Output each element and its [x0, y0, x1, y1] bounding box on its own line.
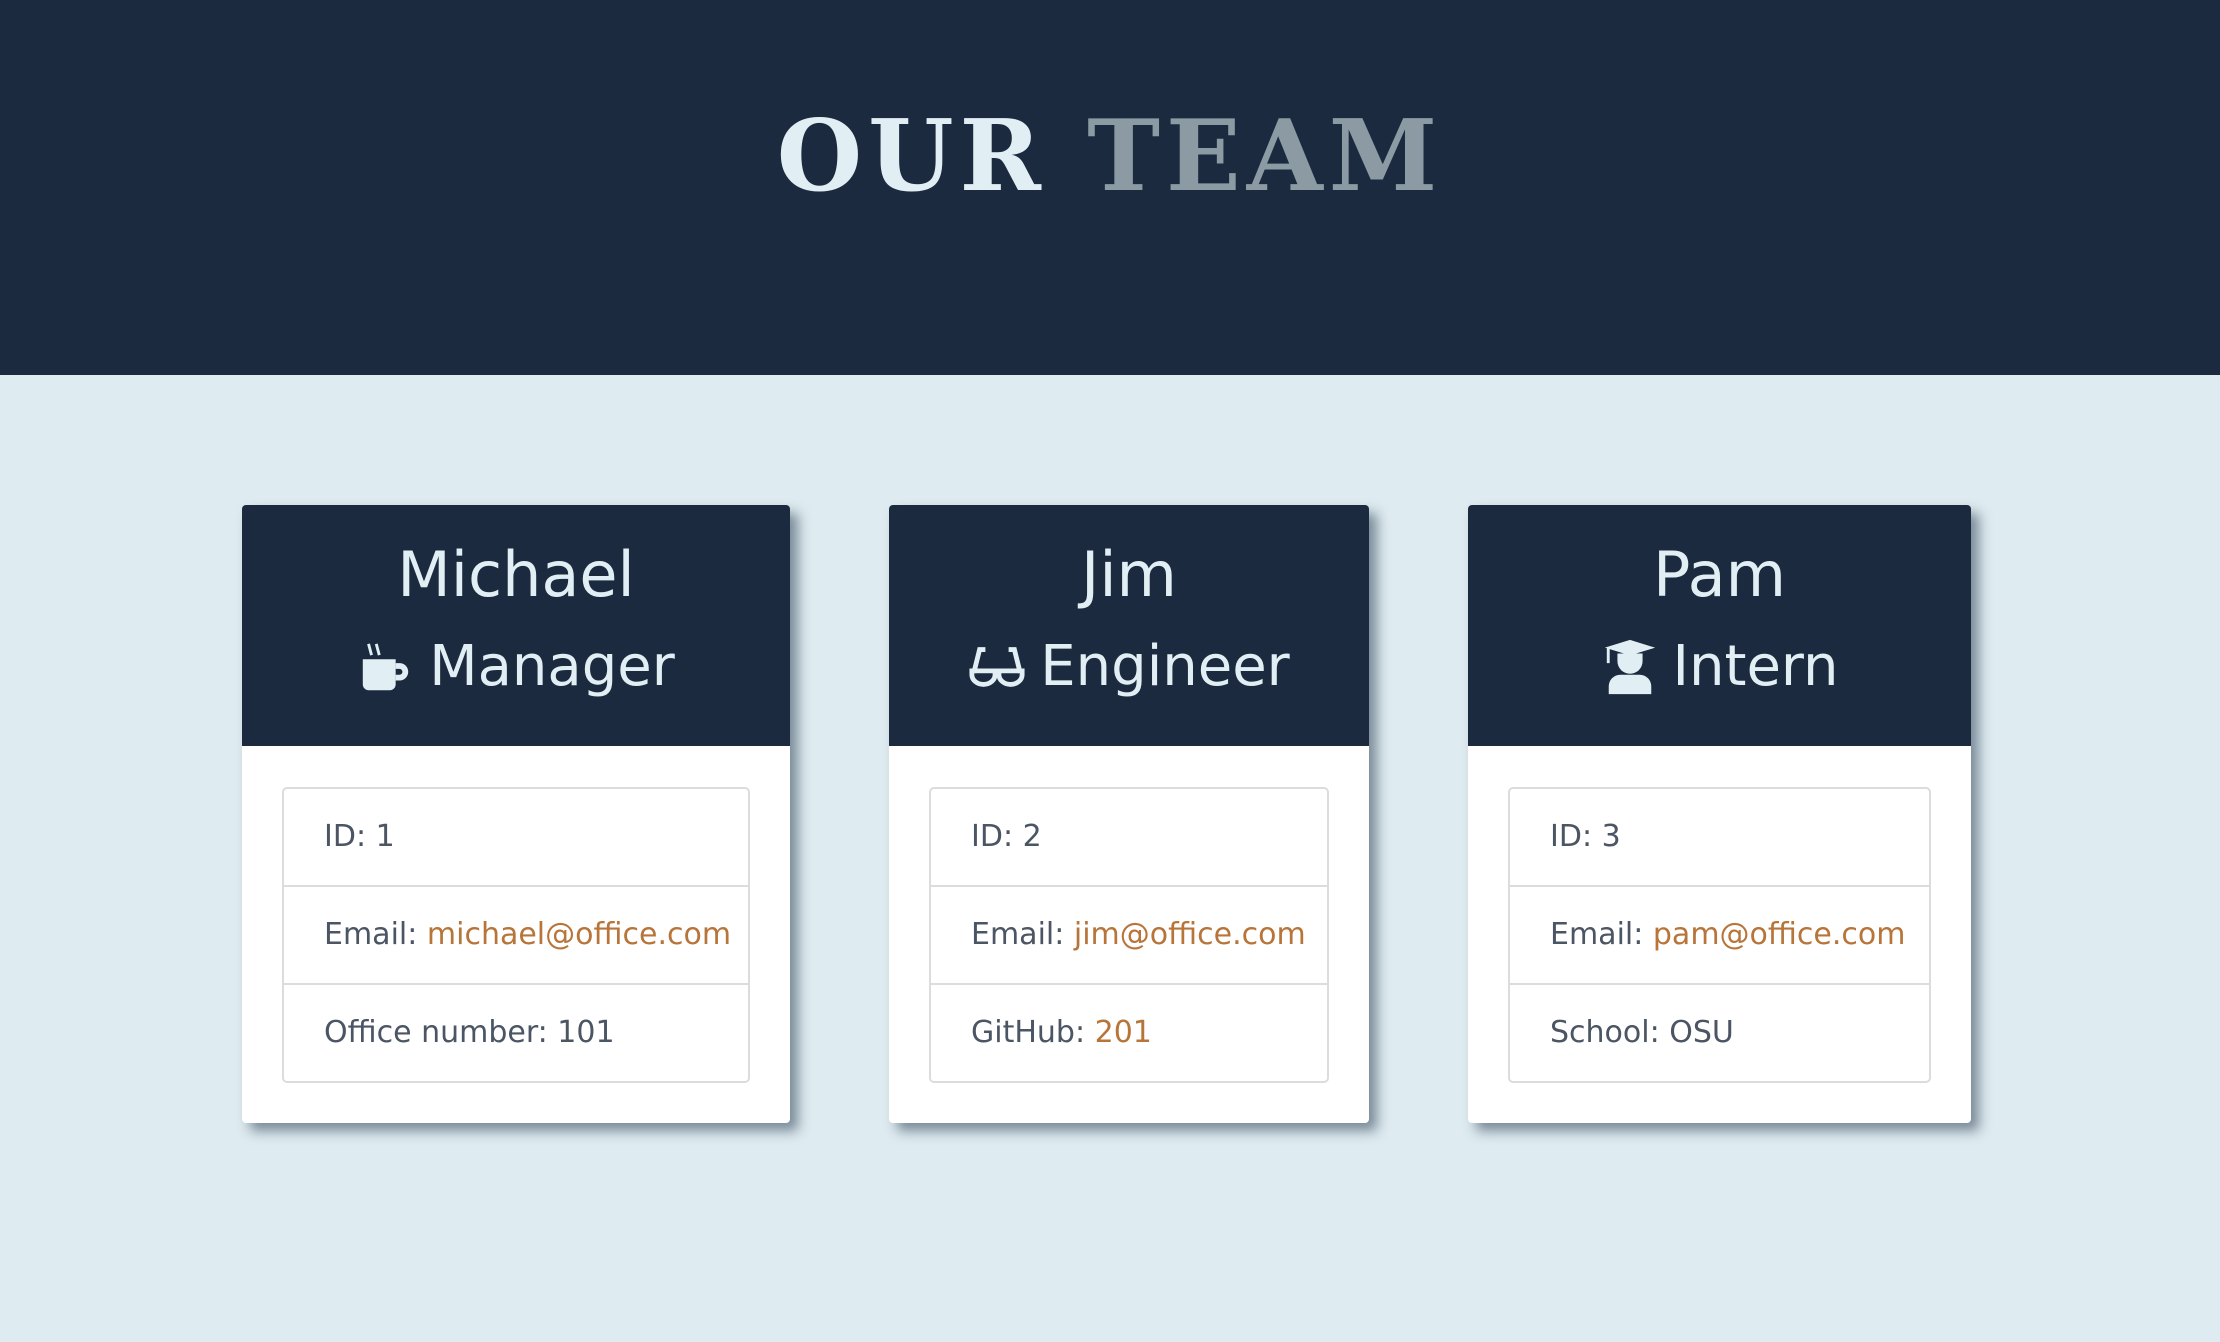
- page-header: OUR TEAM: [0, 0, 2220, 375]
- github-row: GitHub: 201: [931, 983, 1327, 1081]
- employee-email-row: Email: jim@office.com: [931, 885, 1327, 983]
- office-number: Office number: 101: [284, 983, 748, 1081]
- employee-name: Pam: [1653, 538, 1786, 611]
- employee-details: ID: 2 Email: jim@office.com GitHub: 201: [929, 787, 1329, 1083]
- email-label: Email:: [971, 917, 1074, 952]
- email-label: Email:: [1550, 917, 1653, 952]
- employee-role: Engineer: [889, 629, 1369, 705]
- employee-card-engineer: Jim Engineer ID: 2 Email: jim@office.com…: [889, 505, 1369, 1123]
- employee-role: Manager: [242, 629, 790, 705]
- role-label: Engineer: [1040, 634, 1290, 699]
- user-graduate-icon: [1604, 639, 1655, 695]
- glasses-icon: [969, 647, 1025, 687]
- employee-id: ID: 1: [324, 819, 395, 854]
- employee-email-row: Email: pam@office.com: [1510, 885, 1929, 983]
- page-title: OUR TEAM: [0, 108, 2220, 206]
- mug-hot-icon: [363, 643, 409, 691]
- employee-details: ID: 3 Email: pam@office.com School: OSU: [1508, 787, 1931, 1083]
- employee-role: Intern: [1468, 629, 1971, 705]
- email-link[interactable]: pam@office.com: [1652, 917, 1906, 952]
- title-main: OUR: [776, 99, 1047, 214]
- employee-card-manager: Michael Manager ID: 1 Email: michael@off…: [242, 505, 790, 1123]
- github-label: GitHub:: [971, 1015, 1095, 1050]
- github-link[interactable]: 201: [1094, 1015, 1152, 1050]
- email-link[interactable]: michael@office.com: [426, 917, 732, 952]
- role-label: Manager: [429, 634, 675, 699]
- employee-name: Michael: [397, 538, 635, 611]
- school: School: OSU: [1510, 983, 1929, 1081]
- employee-details: ID: 1 Email: michael@office.com Office n…: [282, 787, 750, 1083]
- role-label: Intern: [1672, 634, 1839, 699]
- employee-id: ID: 2: [971, 819, 1042, 854]
- employee-name: Jim: [1081, 538, 1177, 611]
- employee-email-row: Email: michael@office.com: [284, 885, 748, 983]
- card-header: Pam Intern: [1468, 505, 1971, 746]
- email-label: Email:: [324, 917, 427, 952]
- employee-id: ID: 3: [1550, 819, 1621, 854]
- card-header: Michael Manager: [242, 505, 790, 746]
- email-link[interactable]: jim@office.com: [1073, 917, 1306, 952]
- card-header: Jim Engineer: [889, 505, 1369, 746]
- employee-card-intern: Pam Intern ID: 3 Email: pam@office.com S…: [1468, 505, 1971, 1123]
- title-accent: TEAM: [1087, 99, 1444, 214]
